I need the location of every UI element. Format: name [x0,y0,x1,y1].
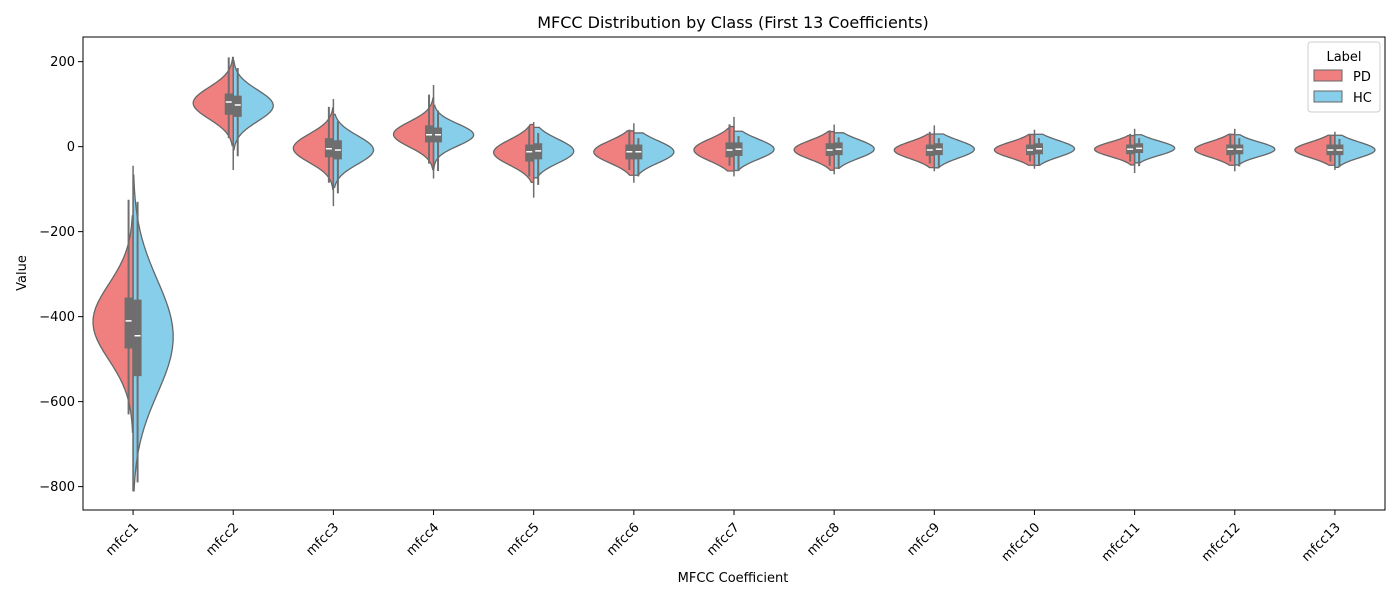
violin-group-mfcc9 [893,125,976,172]
y-axis: 200 0 −200 −400 −600 −800 [39,55,83,495]
violin-pd-mfcc9 [893,133,935,169]
y-tick-label: −800 [39,480,75,495]
violin-hc-mfcc1 [132,174,174,492]
violin-group-mfcc7 [693,116,775,177]
violin-pd-mfcc10 [993,133,1036,166]
x-axis-title: MFCC Coefficient [678,571,789,586]
violin-pd-mfcc7 [693,125,735,172]
box-pd-mfcc3 [324,138,333,158]
box-hc-mfcc1 [133,299,142,377]
violin-pd-mfcc5 [492,123,535,183]
violin-group-mfcc6 [593,123,675,183]
legend-label-pd: PD [1353,70,1371,85]
violin-pd-mfcc13 [1294,134,1336,166]
box-hc-mfcc2 [233,95,242,117]
box-pd-mfcc4 [425,125,434,143]
violin-group-mfcc1 [92,165,174,492]
violin-hc-mfcc3 [332,113,375,188]
violin-pd-mfcc2 [192,56,234,147]
violin-group-mfcc13 [1294,131,1376,171]
violin-pd-mfcc12 [1194,133,1236,166]
violin-group-mfcc10 [993,129,1076,169]
chart-title: MFCC Distribution by Class (First 13 Coe… [537,13,929,32]
y-tick-label: 0 [67,140,75,155]
legend-swatch-hc [1313,90,1343,103]
violin-pd-mfcc11 [1093,134,1136,166]
violin-hc-mfcc12 [1234,134,1276,166]
violin-group-mfcc12 [1194,128,1276,172]
violin-group-mfcc4 [392,85,475,179]
y-tick-label: −400 [39,310,75,325]
violin-group-mfcc3 [292,99,375,207]
violin-hc-mfcc5 [533,126,575,179]
y-tick-label: −600 [39,395,75,410]
violin-pd-mfcc3 [292,107,335,191]
box-pd-mfcc5 [525,144,534,162]
violin-group-mfcc11 [1093,128,1176,173]
violin-hc-mfcc10 [1033,133,1076,167]
box-pd-mfcc2 [224,93,233,115]
y-tick-label: 200 [50,55,75,70]
violin-group-mfcc2 [192,56,274,171]
violin-group-mfcc8 [793,124,875,175]
violin-hc-mfcc6 [633,132,675,176]
plot-area [92,56,1376,492]
y-tick-label: −200 [39,225,75,240]
violin-group-mfcc5 [492,121,575,198]
legend-label-hc: HC [1353,91,1372,106]
y-axis-title: Value [15,255,30,291]
violin-pd-mfcc6 [593,130,635,176]
violin-pd-mfcc4 [392,97,435,171]
violin-hc-mfcc8 [833,132,875,169]
violin-hc-mfcc2 [232,59,274,151]
violin-hc-mfcc11 [1133,134,1176,164]
box-pd-mfcc1 [124,297,133,349]
legend-title: Label [1326,50,1361,65]
legend: Label PD HC [1307,41,1381,113]
violin-hc-mfcc13 [1334,134,1376,169]
violin-hc-mfcc7 [733,130,775,172]
violin-pd-mfcc8 [793,130,835,171]
violin-hc-mfcc9 [933,133,976,169]
legend-swatch-pd [1313,69,1343,82]
